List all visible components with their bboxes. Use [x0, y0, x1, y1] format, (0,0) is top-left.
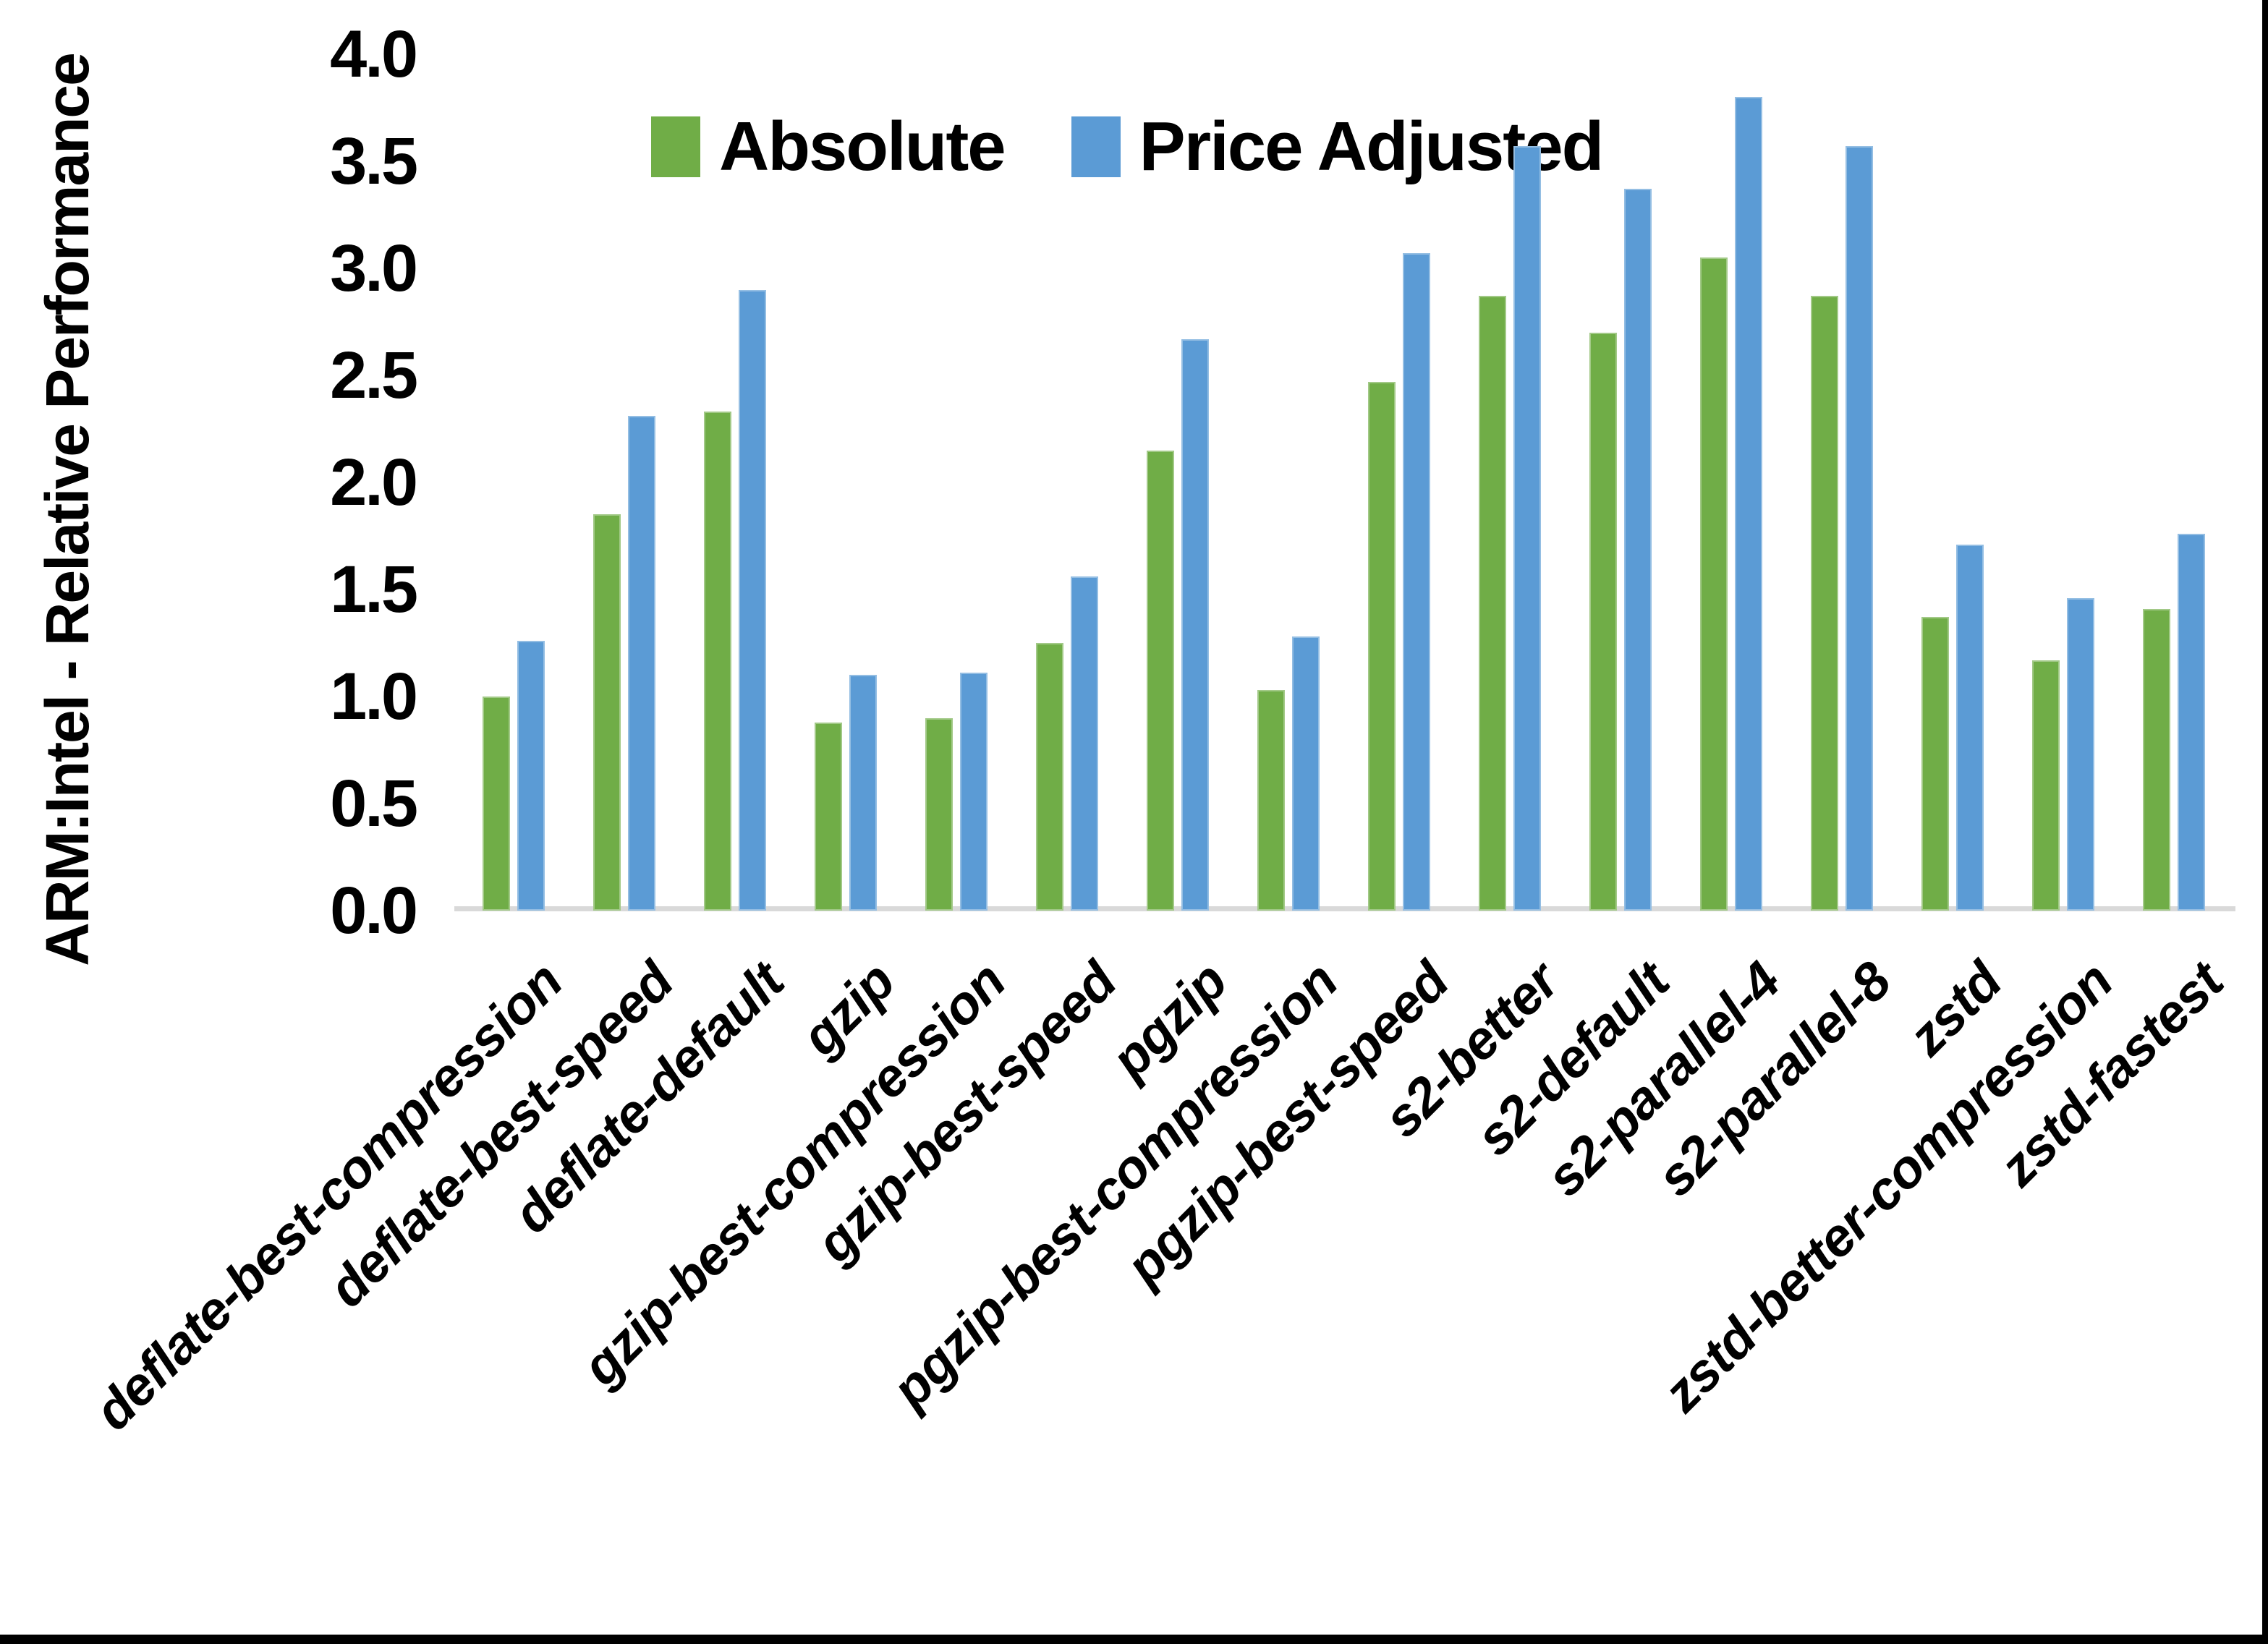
bar-price-adjusted	[739, 290, 766, 911]
legend-label: Absolute	[719, 108, 1006, 185]
legend: Absolute Price Adjusted	[651, 107, 1604, 187]
bar-absolute	[483, 697, 510, 911]
bar-price-adjusted	[2178, 534, 2205, 911]
bar-absolute	[1036, 643, 1063, 911]
legend-swatch-icon	[651, 116, 700, 177]
bar-absolute	[593, 514, 621, 911]
bar-price-adjusted	[1956, 545, 1984, 911]
bar-absolute	[1921, 617, 1949, 911]
y-tick-label: 1.0	[330, 660, 418, 733]
bar-absolute	[2032, 660, 2060, 911]
bar-absolute	[925, 718, 953, 911]
bottom-border	[0, 1635, 2268, 1644]
bar-price-adjusted	[1846, 146, 1873, 911]
bar-price-adjusted	[849, 675, 877, 911]
y-tick-label: 2.5	[330, 338, 418, 412]
y-axis-title: ARM:Intel - Relative Performance	[33, 54, 101, 966]
bar-price-adjusted	[1624, 189, 1652, 911]
bar-price-adjusted	[1071, 576, 1098, 911]
y-tick-label: 3.5	[330, 124, 418, 198]
bar-absolute	[1147, 451, 1174, 911]
y-tick-label: 2.0	[330, 446, 418, 519]
bar-absolute	[815, 723, 842, 911]
bar-absolute	[1368, 382, 1396, 911]
bar-price-adjusted	[1181, 339, 1209, 911]
y-tick-label: 1.5	[330, 553, 418, 626]
bar-price-adjusted	[1292, 636, 1320, 911]
bar-absolute	[1257, 690, 1285, 911]
bar-price-adjusted	[517, 641, 545, 911]
bar-absolute	[2143, 609, 2170, 911]
y-tick-label: 0.0	[330, 874, 418, 947]
right-border	[2262, 0, 2268, 1644]
y-tick-label: 0.5	[330, 767, 418, 840]
legend-swatch-icon	[1071, 116, 1121, 177]
bar-price-adjusted	[1403, 253, 1430, 911]
bar-price-adjusted	[2067, 598, 2094, 911]
bar-price-adjusted	[628, 416, 655, 911]
bar-price-adjusted	[960, 673, 988, 911]
x-tick-label: deflate-best-compression	[82, 950, 574, 1441]
bar-absolute	[1589, 333, 1617, 911]
bar-absolute	[1811, 296, 1838, 911]
x-axis-line	[454, 906, 2235, 911]
bar-absolute	[704, 412, 731, 911]
y-tick-label: 4.0	[330, 17, 418, 91]
bar-price-adjusted	[1735, 97, 1762, 911]
y-tick-label: 3.0	[330, 231, 418, 305]
bar-absolute	[1479, 296, 1506, 911]
bar-price-adjusted	[1513, 146, 1541, 911]
legend-item: Absolute	[651, 107, 1006, 187]
bar-absolute	[1700, 257, 1728, 911]
